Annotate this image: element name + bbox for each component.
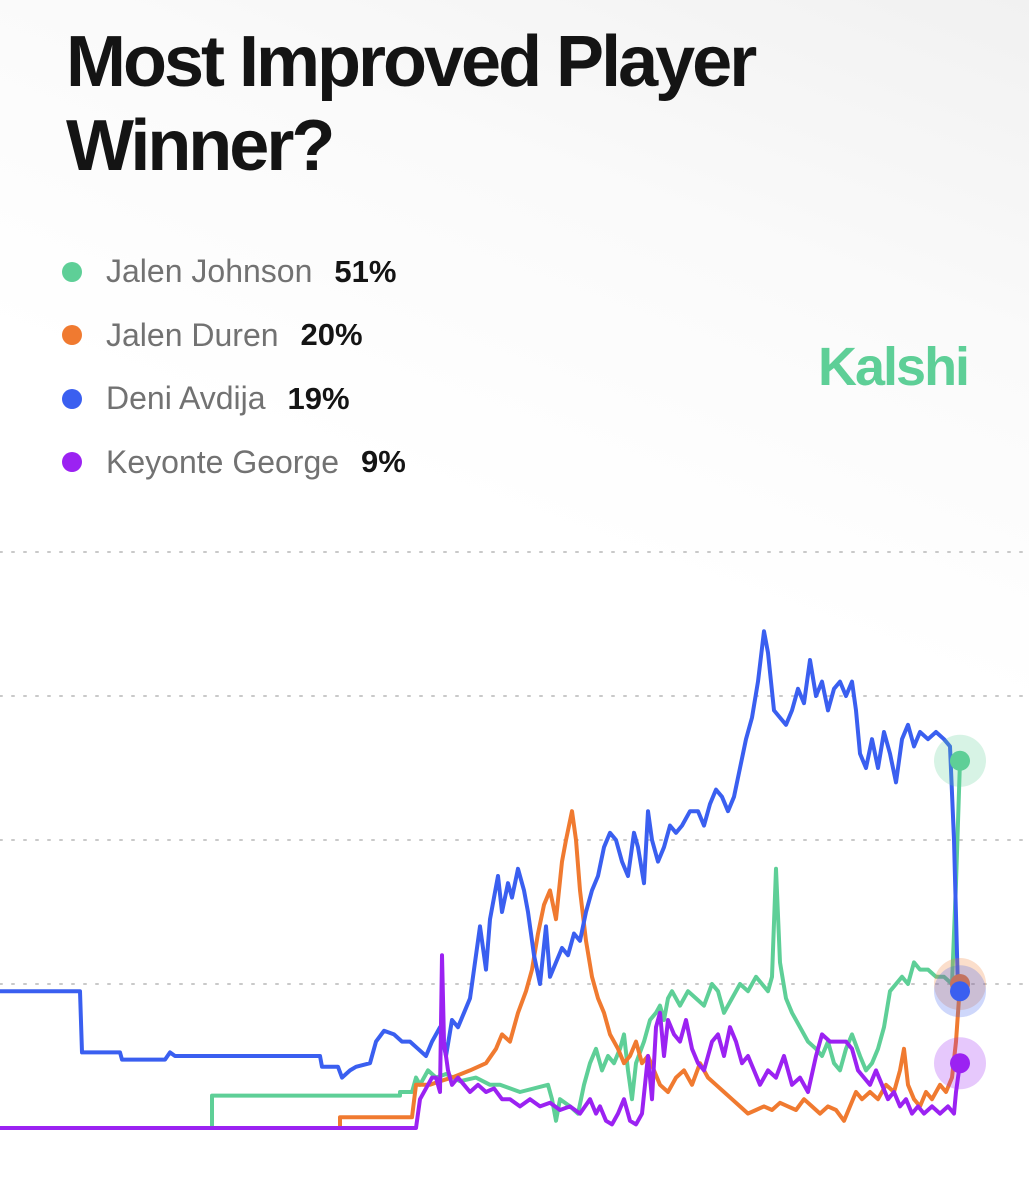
legend-value: 20%	[300, 317, 363, 353]
legend-item-jalen-duren: Jalen Duren 20%	[62, 304, 406, 368]
chart-series	[0, 629, 962, 1130]
chart-end-markers	[934, 734, 986, 1090]
legend-value: 9%	[361, 444, 406, 480]
series-line-keyonte-george	[0, 953, 962, 1130]
legend-dot-deni-avdija	[62, 388, 82, 409]
series-line-jalen-johnson	[0, 758, 962, 1130]
legend-label: Deni Avdija	[106, 380, 266, 417]
legend-label: Keyonte George	[106, 443, 340, 480]
series-line-deni-avdija	[0, 629, 962, 1080]
legend-label: Jalen Johnson	[106, 253, 313, 290]
end-point-jalen-johnson	[950, 750, 970, 771]
end-point-deni-avdija	[950, 981, 970, 1002]
legend-value: 19%	[287, 380, 350, 416]
legend-label: Jalen Duren	[106, 316, 279, 353]
legend-item-keyonte-george: Keyonte George 9%	[62, 431, 406, 495]
legend-dot-keyonte-george	[62, 452, 82, 473]
legend: Jalen Johnson 51% Jalen Duren 20% Deni A…	[62, 240, 406, 494]
chart-title: Most Improved Player Winner?	[66, 22, 757, 186]
legend-dot-jalen-duren	[62, 325, 82, 346]
legend-dot-jalen-johnson	[62, 261, 82, 282]
kalshi-logo: Kalshi	[818, 337, 970, 397]
end-point-keyonte-george	[950, 1053, 970, 1074]
chart-grid	[0, 551, 1029, 985]
legend-item-jalen-johnson: Jalen Johnson 51%	[62, 240, 406, 304]
legend-value: 51%	[334, 253, 397, 289]
legend-item-deni-avdija: Deni Avdija 19%	[62, 367, 406, 431]
